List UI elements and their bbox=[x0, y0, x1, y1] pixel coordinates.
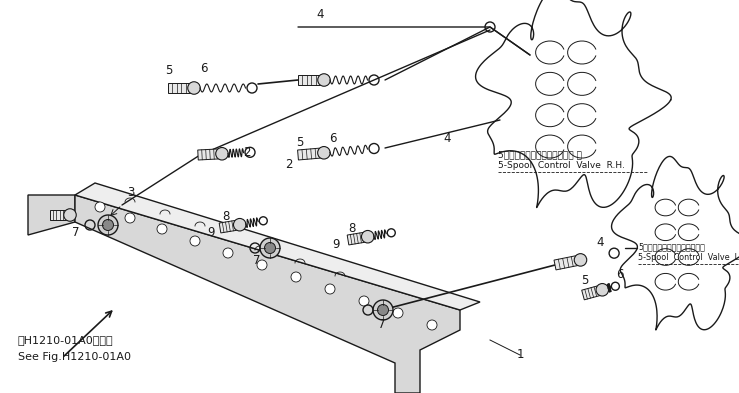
Polygon shape bbox=[554, 256, 578, 270]
Circle shape bbox=[393, 308, 403, 318]
Circle shape bbox=[223, 248, 233, 258]
Polygon shape bbox=[219, 220, 236, 233]
Circle shape bbox=[260, 238, 280, 258]
Polygon shape bbox=[298, 75, 320, 85]
Text: 5-Spool  Control  Valve  L.: 5-Spool Control Valve L. bbox=[638, 253, 739, 263]
Text: 1: 1 bbox=[517, 349, 524, 362]
Text: 4: 4 bbox=[443, 132, 451, 145]
Text: 5-Spool  Control  Valve  R.H.: 5-Spool Control Valve R.H. bbox=[498, 162, 625, 171]
Text: 7: 7 bbox=[378, 318, 386, 332]
Text: 7: 7 bbox=[253, 253, 261, 266]
Polygon shape bbox=[75, 183, 480, 310]
Circle shape bbox=[257, 260, 267, 270]
Text: 5スプールコントロールバルブ 右: 5スプールコントロールバルブ 右 bbox=[498, 151, 582, 160]
Polygon shape bbox=[75, 195, 460, 393]
Polygon shape bbox=[582, 286, 600, 300]
Circle shape bbox=[265, 242, 276, 253]
Text: See Fig.H1210-01A0: See Fig.H1210-01A0 bbox=[18, 352, 131, 362]
Text: 2: 2 bbox=[243, 147, 251, 160]
Circle shape bbox=[125, 213, 135, 223]
Circle shape bbox=[157, 224, 167, 234]
Polygon shape bbox=[28, 195, 75, 235]
Circle shape bbox=[291, 272, 301, 282]
Ellipse shape bbox=[188, 82, 200, 94]
Text: 5スプールコントロールバルブ: 5スプールコントロールバルブ bbox=[638, 242, 705, 252]
Circle shape bbox=[95, 202, 105, 212]
Circle shape bbox=[325, 284, 335, 294]
Ellipse shape bbox=[216, 147, 228, 160]
Circle shape bbox=[378, 305, 389, 316]
Polygon shape bbox=[298, 148, 320, 160]
Text: 6: 6 bbox=[616, 268, 624, 281]
Ellipse shape bbox=[318, 74, 330, 86]
Circle shape bbox=[190, 236, 200, 246]
Text: 4: 4 bbox=[596, 235, 604, 248]
Text: 4: 4 bbox=[316, 9, 324, 22]
Polygon shape bbox=[612, 156, 739, 330]
Text: 2: 2 bbox=[285, 158, 293, 171]
Text: 5: 5 bbox=[581, 274, 588, 286]
Text: 第H1210-01A0図参照: 第H1210-01A0図参照 bbox=[18, 335, 114, 345]
Ellipse shape bbox=[596, 283, 608, 296]
Circle shape bbox=[427, 320, 437, 330]
Circle shape bbox=[373, 300, 393, 320]
Text: 5: 5 bbox=[165, 64, 172, 77]
Polygon shape bbox=[476, 0, 671, 208]
Polygon shape bbox=[168, 83, 190, 93]
Text: 7: 7 bbox=[72, 226, 80, 239]
Text: 6: 6 bbox=[329, 132, 336, 145]
Text: 9: 9 bbox=[332, 237, 339, 250]
Text: 5: 5 bbox=[296, 136, 304, 149]
Text: 9: 9 bbox=[207, 226, 214, 239]
Ellipse shape bbox=[361, 230, 374, 243]
Text: 3: 3 bbox=[127, 187, 134, 200]
Circle shape bbox=[103, 220, 114, 231]
Ellipse shape bbox=[574, 253, 587, 266]
Polygon shape bbox=[347, 232, 364, 245]
Ellipse shape bbox=[64, 209, 76, 221]
Circle shape bbox=[359, 296, 369, 306]
Ellipse shape bbox=[318, 147, 330, 159]
Text: 8: 8 bbox=[222, 209, 229, 222]
Text: 8: 8 bbox=[348, 222, 355, 235]
Ellipse shape bbox=[234, 219, 246, 231]
Circle shape bbox=[98, 215, 118, 235]
Polygon shape bbox=[50, 210, 66, 220]
Text: 6: 6 bbox=[200, 61, 208, 75]
Polygon shape bbox=[198, 149, 218, 160]
